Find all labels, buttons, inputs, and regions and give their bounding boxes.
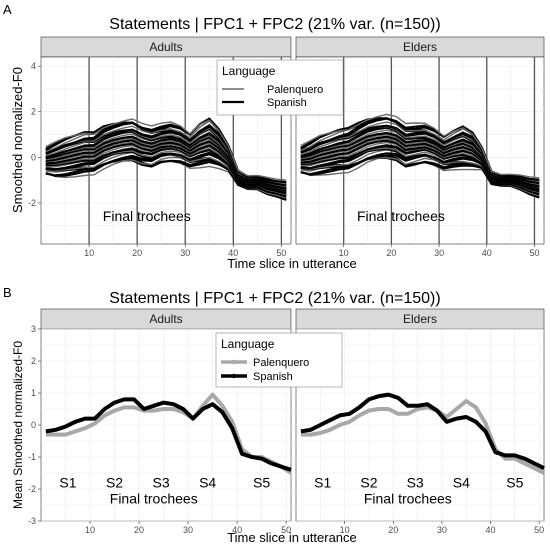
annotation-final-trochees: Final trochees [357, 208, 445, 224]
curve-line [300, 144, 540, 193]
y-tick-label: -1 [28, 452, 36, 462]
chart-a-xlabel: Time slice in utterance [227, 256, 357, 271]
curve-line [300, 131, 540, 188]
x-tick-label: 10 [85, 525, 95, 535]
annotation-final-trochees: Final trochees [364, 490, 452, 506]
syllable-label: S2 [360, 474, 377, 490]
legend-key-point [231, 359, 237, 365]
legend-title: Language [221, 337, 275, 351]
annotation-final-trochees: Final trochees [110, 490, 198, 506]
legend-box [215, 332, 343, 388]
x-tick-label: 50 [529, 248, 539, 258]
y-tick-label: 0 [31, 420, 36, 430]
syllable-label: S4 [453, 474, 470, 490]
syllable-label: S5 [253, 474, 270, 490]
syllable-label: S4 [199, 474, 216, 490]
y-tick-label: -2 [28, 198, 36, 208]
y-tick-label: 3 [31, 324, 36, 334]
facet-strip-label: Adults [149, 40, 182, 54]
y-tick-label: 1 [31, 388, 36, 398]
legend-entry-label: Palenquero [253, 357, 309, 369]
curve-line [45, 139, 287, 192]
curve-line [45, 142, 287, 194]
x-tick-label: 50 [281, 525, 291, 535]
x-tick-label: 30 [180, 248, 190, 258]
curve-line [300, 113, 540, 179]
syllable-label: S2 [106, 474, 123, 490]
legend-entry-label: Spanish [253, 371, 293, 383]
x-tick-label: 30 [437, 525, 447, 535]
chart-a: Statements | FPC1 + FPC2 (21% var. (n=15… [10, 16, 545, 271]
legend-b: Language Palenquero Spanish [215, 332, 343, 388]
chart-b-xlabel: Time slice in utterance [227, 530, 357, 545]
x-tick-label: 10 [84, 248, 94, 258]
x-tick-label: 50 [276, 248, 286, 258]
y-tick-label: 2 [31, 356, 36, 366]
facet-strip-label: Elders [403, 40, 437, 54]
y-tick-label: -3 [28, 516, 36, 526]
x-tick-label: 20 [132, 248, 142, 258]
legend-title: Language [222, 64, 276, 78]
x-tick-label: 50 [534, 525, 544, 535]
curve-line [45, 135, 287, 190]
syllable-label: S3 [407, 474, 424, 490]
y-tick-label: 4 [31, 61, 36, 71]
mean-line [45, 397, 292, 472]
x-tick-label: 30 [183, 525, 193, 535]
x-tick-label: 20 [134, 525, 144, 535]
x-tick-label: 10 [340, 525, 350, 535]
x-tick-label: 30 [434, 248, 444, 258]
x-tick-label: 10 [339, 248, 349, 258]
legend-entry-label: Palenquero [267, 84, 323, 96]
y-tick-label: -2 [28, 484, 36, 494]
y-tick-label: 2 [31, 107, 36, 117]
x-tick-label: 40 [486, 525, 496, 535]
x-tick-label: 40 [482, 248, 492, 258]
annotation-final-trochees: Final trochees [103, 208, 191, 224]
chart-b: Statements | FPC1 + FPC2 (21% var. (n=15… [11, 290, 545, 545]
chart-a-ylabel: Smoothed normalized-F0 [10, 67, 25, 213]
x-tick-label: 40 [228, 248, 238, 258]
legend-key-point [231, 373, 237, 379]
legend-box [216, 59, 344, 116]
curve-line [45, 118, 287, 181]
facet-strip-label: Elders [403, 312, 437, 326]
panel-label-a: A [3, 2, 12, 17]
x-tick-label: 20 [386, 248, 396, 258]
x-tick-label: 40 [232, 525, 242, 535]
mean-line [300, 392, 545, 470]
curve-line [45, 147, 287, 195]
chart-a-title: Statements | FPC1 + FPC2 (21% var. (n=15… [109, 16, 440, 33]
panel-label-b: B [3, 285, 12, 300]
chart-b-title: Statements | FPC1 + FPC2 (21% var. (n=15… [109, 290, 440, 307]
y-tick-label: 0 [31, 152, 36, 162]
syllable-label: S1 [314, 474, 331, 490]
legend-entry-label: Spanish [267, 97, 307, 109]
mean-line [300, 399, 545, 475]
syllable-label: S3 [153, 474, 170, 490]
syllable-label: S1 [59, 474, 76, 490]
chart-b-ylabel: Mean Smoothed normalized-F0 [11, 341, 25, 509]
syllable-label: S5 [506, 474, 523, 490]
facet-strip-label: Adults [149, 312, 182, 326]
x-tick-label: 20 [388, 525, 398, 535]
